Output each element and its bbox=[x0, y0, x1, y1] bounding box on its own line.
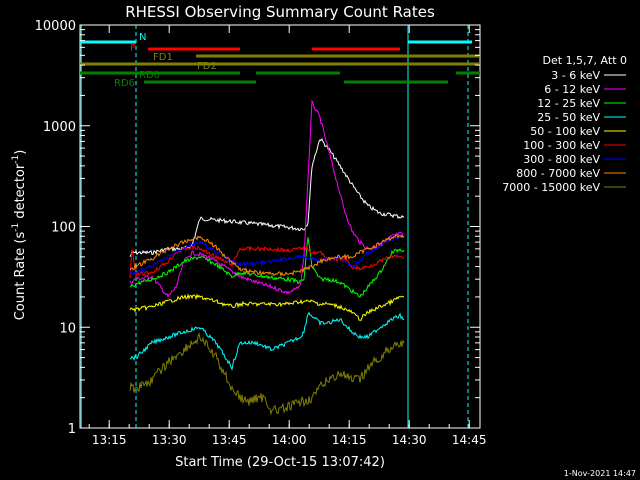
series-line-2 bbox=[129, 99, 405, 299]
flag-label-n: N bbox=[139, 32, 146, 43]
series-line-1 bbox=[129, 137, 405, 258]
x-tick-label-6: 14:45 bbox=[452, 433, 487, 447]
y-axis: 1 10 100 1000 10000 bbox=[35, 19, 480, 437]
footer-timestamp: 1-Nov-2021 14:47 bbox=[564, 469, 636, 478]
series-line-8 bbox=[129, 234, 405, 277]
x-tick-label-4: 14:15 bbox=[332, 433, 367, 447]
legend-label-1: 3 - 6 keV bbox=[551, 69, 600, 82]
legend-label-2: 6 - 12 keV bbox=[544, 83, 600, 96]
series-lines bbox=[129, 99, 405, 416]
y-axis-label-mid: detector bbox=[13, 163, 28, 223]
y-tick-label-3: 1000 bbox=[43, 120, 76, 135]
series-line-5 bbox=[129, 293, 405, 322]
x-tick-label-2: 13:45 bbox=[212, 433, 247, 447]
y-axis-label: Count Rate (s-1 detector-1) bbox=[11, 150, 28, 321]
legend-label-4: 25 - 50 keV bbox=[537, 111, 600, 124]
x-axis-label: Start Time (29-Oct-15 13:07:42) bbox=[175, 455, 385, 470]
flag-bars: NF FD1 FD2 RD0 RD6 bbox=[80, 32, 480, 89]
flag-label-fd1: FD1 bbox=[153, 52, 173, 63]
flag-label-fd2: FD2 bbox=[197, 61, 217, 72]
series-line-4 bbox=[129, 311, 405, 371]
legend-label-8: 800 - 7000 keV bbox=[516, 167, 600, 180]
x-axis: 13:15 13:30 13:45 14:00 14:15 14:30 14:45 bbox=[88, 25, 487, 447]
legend-label-3: 12 - 25 keV bbox=[537, 97, 600, 110]
x-tick-label-5: 14:30 bbox=[392, 433, 427, 447]
x-tick-label-1: 13:30 bbox=[152, 433, 187, 447]
legend-label-9: 7000 - 15000 keV bbox=[502, 181, 600, 194]
series-line-6 bbox=[129, 244, 405, 279]
series-line-9 bbox=[129, 331, 405, 416]
flag-label-rd0: RD0 bbox=[139, 70, 160, 81]
flag-label-f: F bbox=[130, 43, 136, 54]
legend-label-7: 300 - 800 keV bbox=[523, 153, 600, 166]
legend-header: Det 1,5,7, Att 0 bbox=[543, 54, 627, 67]
x-tick-label-0: 13:15 bbox=[92, 433, 127, 447]
y-axis-label-main: Count Rate (s bbox=[13, 232, 28, 321]
legend-label-6: 100 - 300 keV bbox=[523, 139, 600, 152]
flag-label-rd6: RD6 bbox=[114, 78, 135, 89]
x-tick-label-3: 14:00 bbox=[272, 433, 307, 447]
y-axis-label-exp1: -1 bbox=[11, 223, 21, 232]
y-tick-label-1: 10 bbox=[59, 321, 76, 336]
chart-title: RHESSI Observing Summary Count Rates bbox=[125, 3, 435, 21]
y-axis-label-end: ) bbox=[13, 150, 28, 155]
y-tick-label-0: 1 bbox=[68, 422, 76, 437]
y-tick-label-2: 100 bbox=[51, 221, 76, 236]
legend-label-5: 50 - 100 keV bbox=[530, 125, 600, 138]
series-line-3 bbox=[129, 237, 405, 298]
y-axis-label-exp2: -1 bbox=[11, 155, 21, 164]
series-line-7 bbox=[129, 233, 405, 276]
y-tick-label-4: 10000 bbox=[35, 19, 76, 34]
